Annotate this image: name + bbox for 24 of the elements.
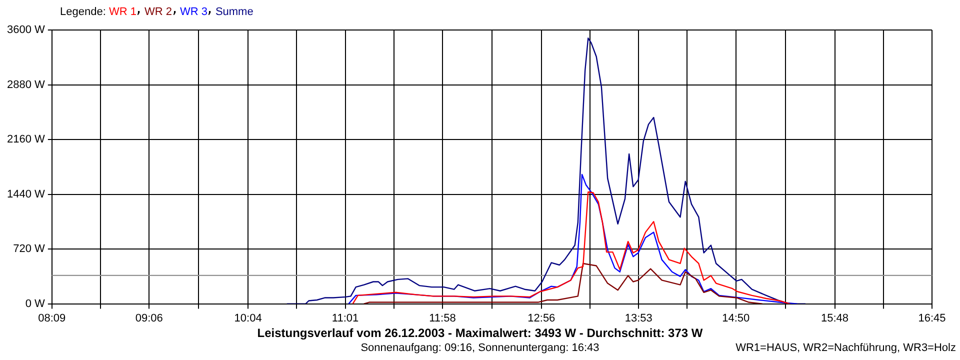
x-tick-label: 15:48 xyxy=(821,312,849,324)
text: Summe xyxy=(215,6,254,18)
text: Sonnenaufgang: 09:16, Sonnenuntergang: 16:43 xyxy=(360,342,600,354)
y-tick-label: 3600 W xyxy=(6,24,46,36)
x-tick-label: 12:56 xyxy=(528,312,556,324)
x-tick-label: 14:50 xyxy=(722,312,750,324)
y-tick-label: 1440 W xyxy=(6,188,46,200)
x-tick-label: 11:58 xyxy=(429,312,456,324)
x-tick-label: 13:53 xyxy=(624,312,652,324)
y-tick-label: 2880 W xyxy=(6,78,46,91)
text: WR 2 xyxy=(144,6,172,18)
x-tick-label: 10:04 xyxy=(234,312,262,324)
x-tick-label: 16:45 xyxy=(918,312,946,324)
x-tick-label: 08:09 xyxy=(38,312,66,324)
text: Leistungsverlauf vom 26.12.2003 - Maximalwert: 3493 W - Durchschnitt: 373 W xyxy=(256,326,704,340)
legend-title: Legende: xyxy=(60,6,107,18)
y-tick-label: 720 W xyxy=(13,243,46,256)
y-tick-label: 2160 W xyxy=(6,134,46,146)
x-tick-label: 09:06 xyxy=(135,312,163,324)
y-tick-label: 0 W xyxy=(25,298,46,310)
text: WR 3 xyxy=(180,6,208,18)
x-tick-label: 11:01 xyxy=(332,312,359,324)
text: WR1=HAUS, WR2=Nachführung, WR3=Holz xyxy=(736,342,956,354)
text: WR 1 xyxy=(108,6,136,18)
